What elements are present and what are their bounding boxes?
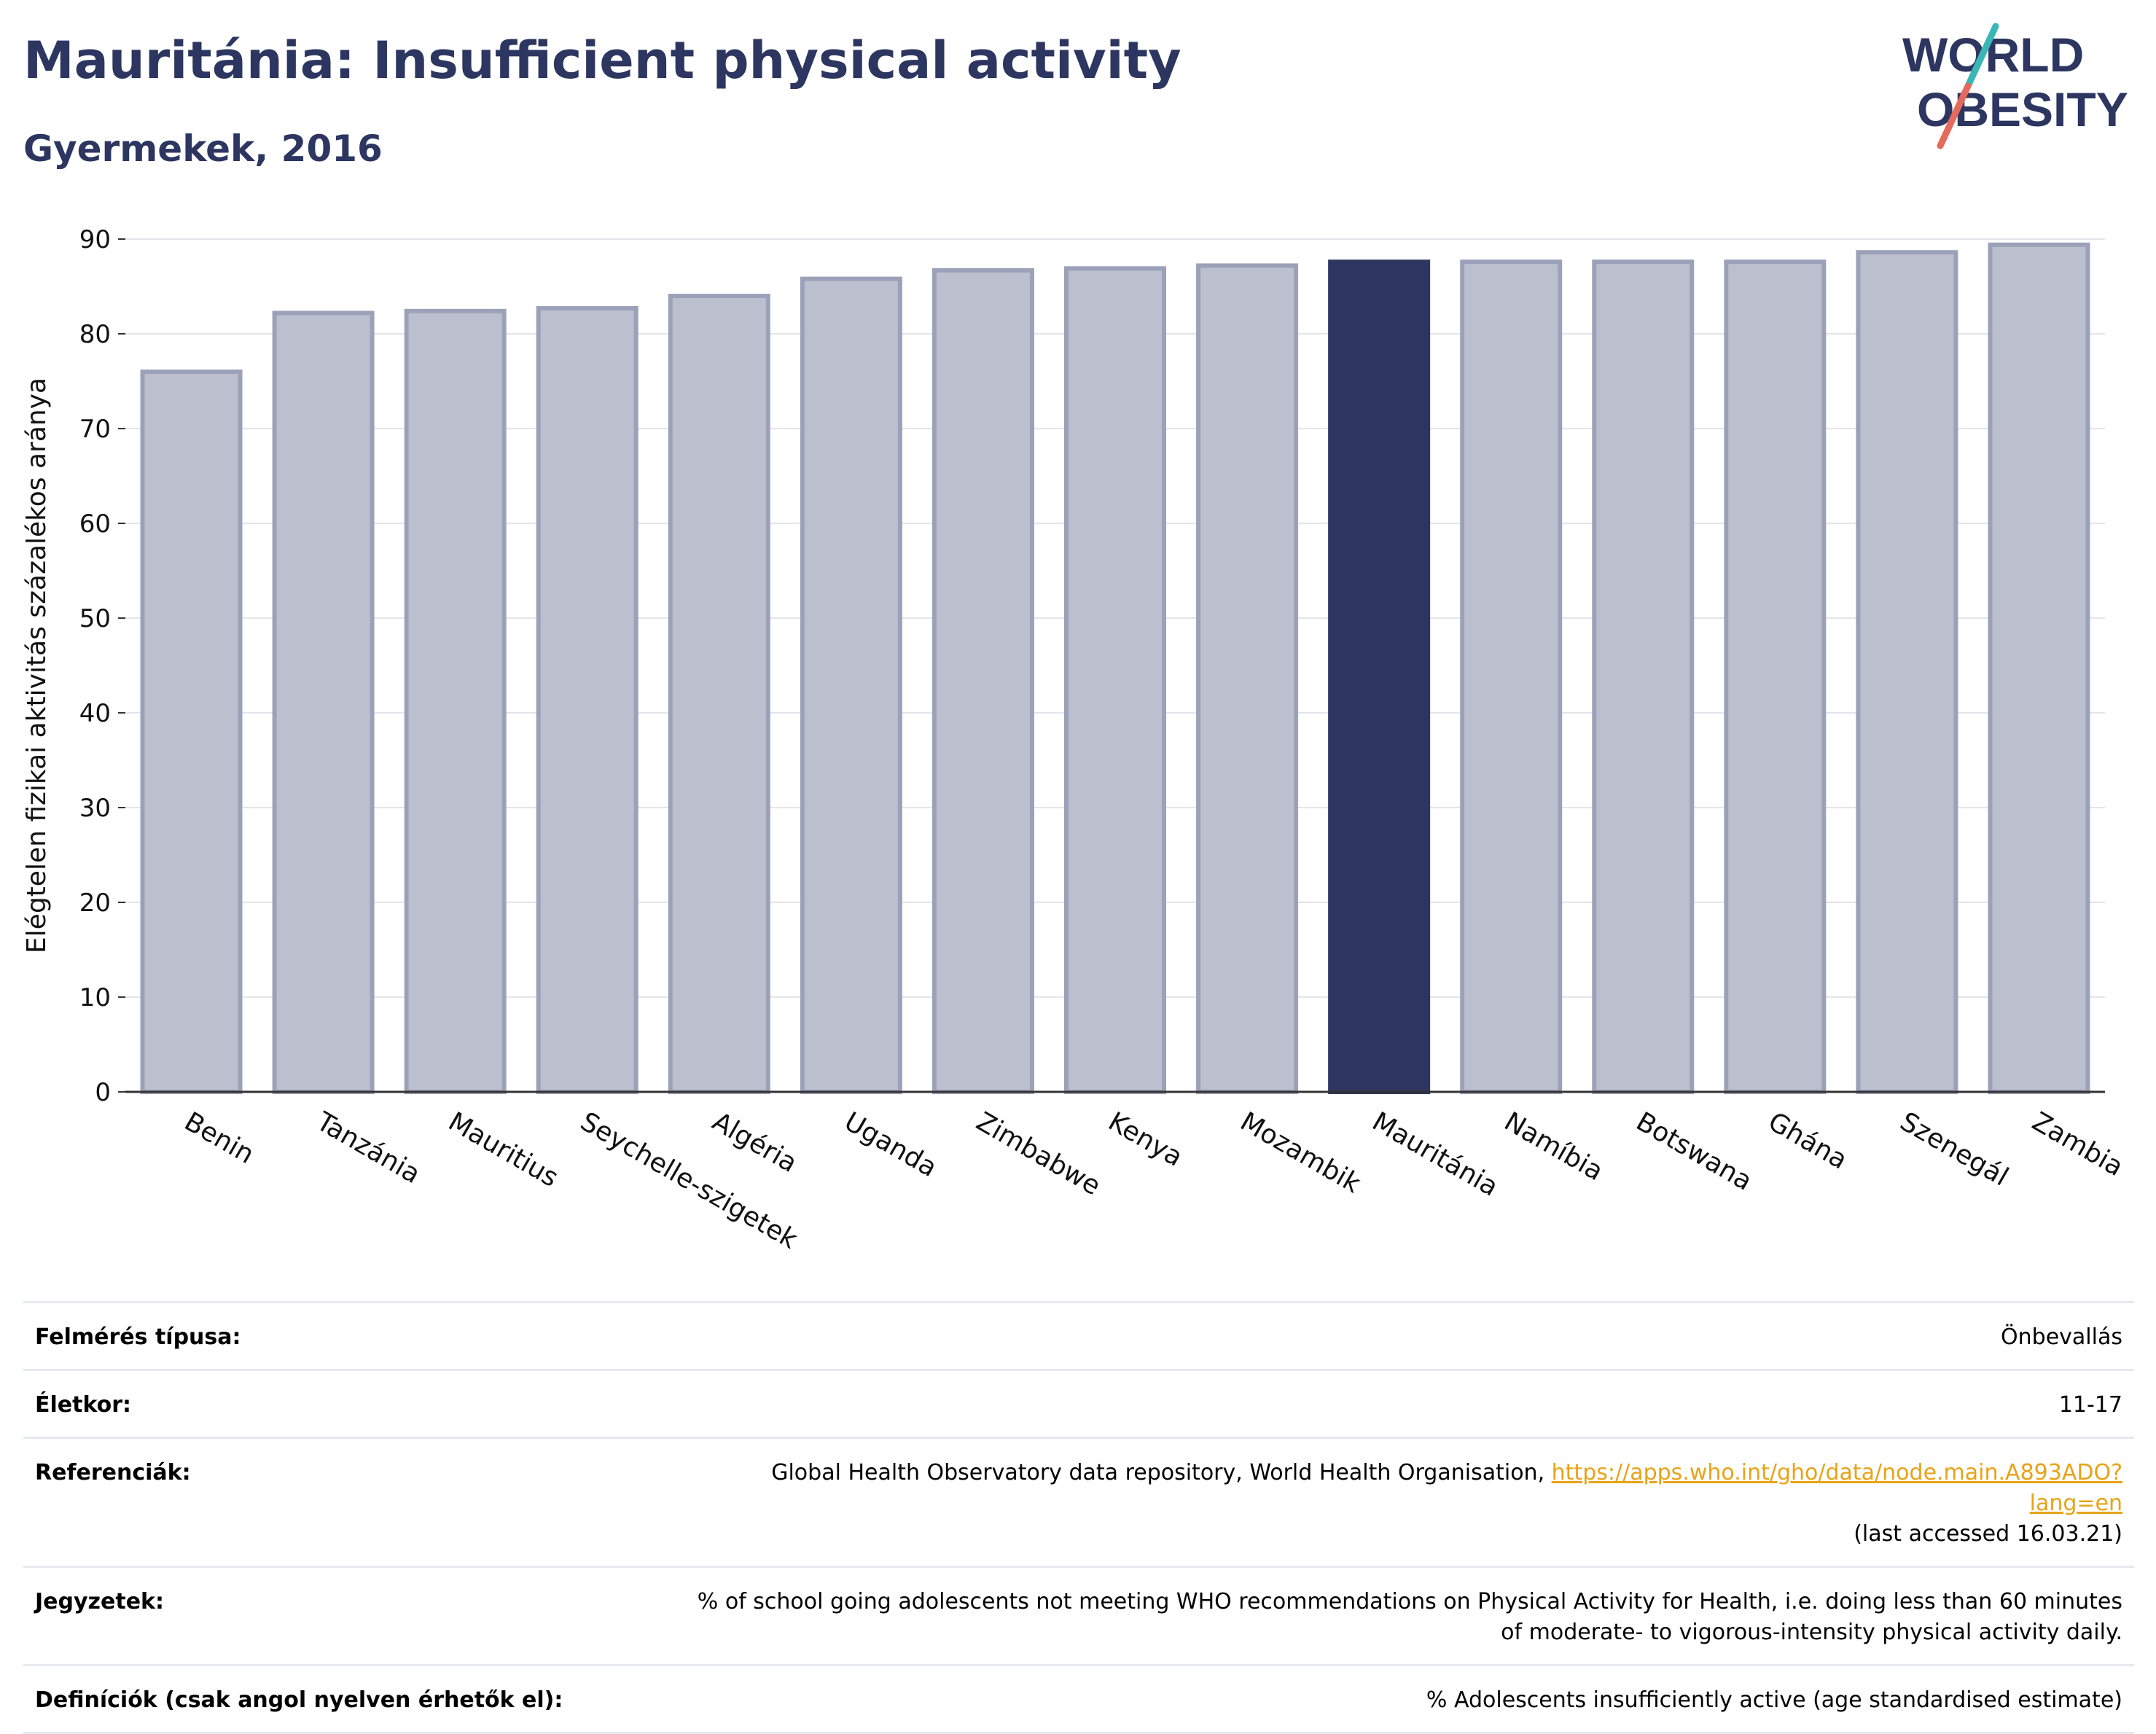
info-row-references: Referenciák: Global Health Observatory d… — [23, 1437, 2134, 1566]
info-row-notes: Jegyzetek: % of school going adolescents… — [23, 1566, 2134, 1664]
info-row-definitions: Definíciók (csak angol nyelven érhetők e… — [23, 1664, 2134, 1734]
info-label: Referenciák: — [35, 1460, 191, 1485]
info-label: Definíciók (csak angol nyelven érhetők e… — [35, 1687, 563, 1713]
bar-mozambik[interactable] — [1196, 263, 1299, 1094]
x-tick-label: Benin — [179, 1106, 259, 1170]
bar-botswana[interactable] — [1592, 259, 1695, 1095]
y-axis-label: Elégtelen fizikai aktivitás százalékos a… — [22, 378, 52, 953]
page-subtitle: Gyermekek, 2016 — [23, 128, 383, 170]
bar-szeneg-l[interactable] — [1856, 250, 1958, 1095]
logo-slash-coral — [1937, 82, 1972, 149]
reference-accessed: (last accessed 16.03.21) — [1854, 1521, 2122, 1547]
x-tick-label: Mozambik — [1235, 1106, 1366, 1199]
bar-zambia[interactable] — [1988, 242, 2090, 1094]
x-tick-label: Szenegál — [1895, 1106, 2013, 1192]
y-tick-label: 70 — [79, 415, 111, 444]
info-label: Életkor: — [35, 1392, 132, 1418]
bar-gh-na[interactable] — [1724, 259, 1827, 1095]
y-tick-label: 80 — [79, 320, 111, 349]
info-label: Jegyzetek: — [35, 1589, 164, 1614]
info-label: Felmérés típusa: — [35, 1324, 241, 1350]
x-tick-label: Kenya — [1104, 1106, 1188, 1173]
y-tick-label: 40 — [79, 699, 111, 728]
bar-chart: 0 10 20 30 40 50 60 70 80 90 Benin Tanzánia Mauriti… — [22, 225, 2128, 1255]
x-tick-label: Uganda — [839, 1106, 942, 1183]
info-value: 11-17 — [2058, 1392, 2122, 1418]
info-value: % Adolescents insufficiently active (age… — [1426, 1687, 2122, 1713]
bar-kenya[interactable] — [1064, 266, 1166, 1094]
page-title: Mauritánia: Insufficient physical activi… — [23, 31, 1181, 90]
reference-link[interactable]: https://apps.who.int/gho/data/node.main.… — [1551, 1460, 2122, 1516]
x-tick-label: Ghána — [1763, 1106, 1852, 1175]
y-tick-label: 50 — [79, 604, 111, 633]
bar-alg-ria[interactable] — [668, 294, 770, 1094]
y-tick-label: 10 — [79, 983, 111, 1012]
x-tick-label: Botswana — [1631, 1106, 1757, 1196]
y-tick-label: 30 — [79, 794, 111, 823]
y-axis-ticks: 0 10 20 30 40 50 60 70 80 90 — [79, 225, 125, 1107]
bar-mauritius[interactable] — [404, 308, 507, 1094]
world-obesity-logo: WORLD OBESITY — [1902, 23, 2128, 149]
y-tick-label: 0 — [95, 1078, 111, 1107]
x-tick-label: Algéria — [707, 1106, 802, 1179]
bar-seychelle-szigetek[interactable] — [536, 305, 638, 1094]
bar-nam-bia[interactable] — [1460, 259, 1563, 1095]
bar-benin[interactable] — [140, 370, 243, 1094]
y-tick-label: 20 — [79, 889, 111, 918]
x-tick-label: Mauritius — [443, 1106, 563, 1193]
info-value: Önbevallás — [2001, 1324, 2122, 1350]
bar-uganda[interactable] — [800, 276, 902, 1095]
x-axis-ticks: Benin Tanzánia Mauritius Seychelle-szigetek… — [179, 1106, 2128, 1255]
x-tick-label: Tanzánia — [310, 1106, 425, 1190]
info-row-survey-type: Felmérés típusa: Önbevallás — [23, 1301, 2134, 1369]
x-tick-label: Zimbabwe — [971, 1106, 1105, 1201]
info-table: Felmérés típusa: Önbevallás Életkor: 11-… — [23, 1301, 2134, 1734]
bar-zimbabwe[interactable] — [931, 267, 1034, 1094]
logo-slash-teal — [1964, 23, 1999, 90]
bar-maurit-nia[interactable] — [1328, 259, 1431, 1095]
x-tick-label: Seychelle-szigetek — [575, 1106, 802, 1255]
reference-text: Global Health Observatory data repositor… — [771, 1460, 1545, 1485]
info-value: Global Health Observatory data repositor… — [691, 1458, 2122, 1550]
bar-tanz-nia[interactable] — [272, 311, 375, 1094]
x-tick-label: Namíbia — [1499, 1106, 1609, 1187]
x-tick-label: Zambia — [2027, 1106, 2128, 1182]
info-value: % of school going adolescents not meetin… — [697, 1589, 2122, 1645]
info-row-age: Életkor: 11-17 — [23, 1369, 2134, 1437]
y-tick-label: 60 — [79, 509, 111, 539]
x-tick-label: Mauritánia — [1367, 1106, 1504, 1202]
y-tick-label: 90 — [79, 225, 111, 254]
bars — [140, 242, 2090, 1095]
